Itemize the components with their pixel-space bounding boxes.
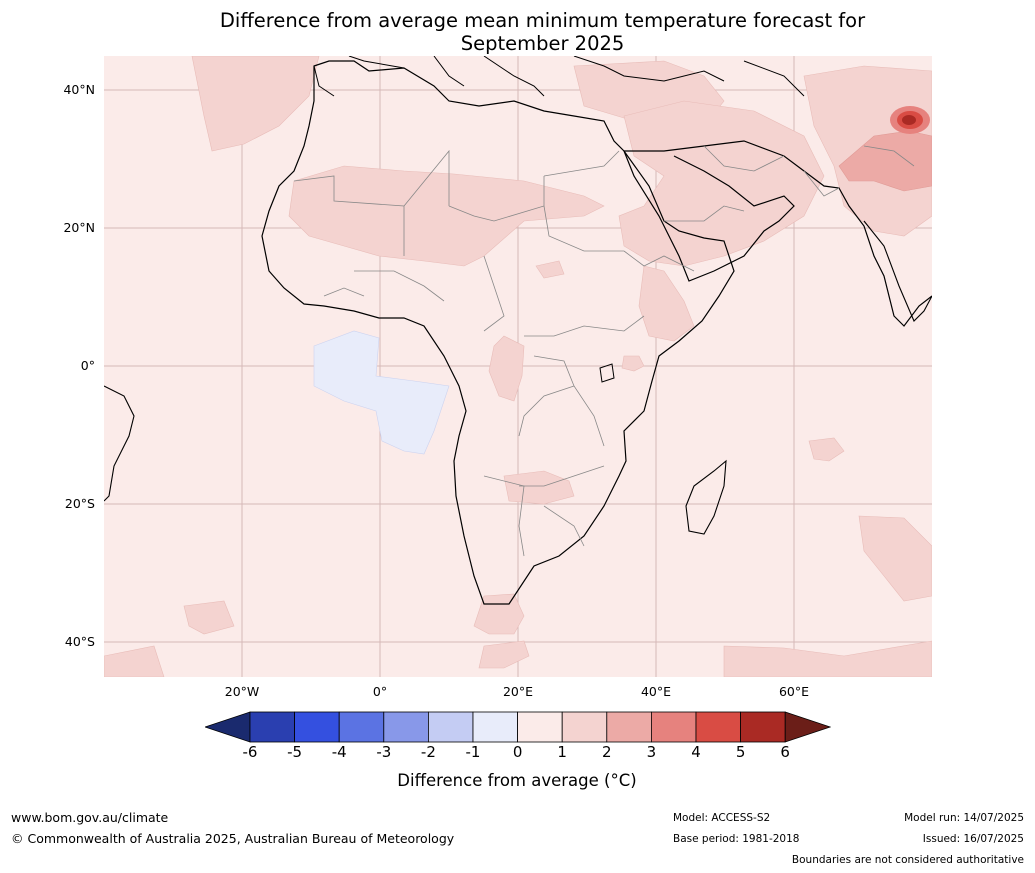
country-borders: [293, 145, 915, 557]
anomaly-negative-area: [313, 330, 450, 455]
map-canvas: [104, 56, 932, 677]
footer-copyright: © Commonwealth of Australia 2025, Austra…: [11, 831, 455, 846]
colorbar-segment: [740, 711, 786, 743]
colorbar-tick-label: 4: [691, 743, 701, 761]
footer-disclaimer: Boundaries are not considered authoritat…: [791, 854, 1024, 866]
colorbar-tick-label: -3: [376, 743, 392, 761]
africa-coastline: [261, 60, 735, 605]
colorbar-segment: [294, 711, 340, 743]
colorbar-segment: [427, 711, 474, 743]
lat-label-40n: 40°N: [63, 82, 95, 97]
forecast-map: [104, 56, 932, 677]
lon-label-60e: 60°E: [778, 684, 810, 699]
madagascar-coastline: [685, 459, 727, 535]
title-line-1: Difference from average mean minimum tem…: [219, 9, 866, 32]
lon-label-0: 0°: [372, 684, 388, 699]
lake-victoria: [599, 363, 615, 383]
colorbar-extend-low: [205, 711, 251, 743]
colorbar-segment: [338, 711, 385, 743]
colorbar-tick-label: 2: [602, 743, 612, 761]
colorbar-tick-label: 0: [512, 743, 523, 761]
footer-issued: Issued: 16/07/2025: [922, 833, 1024, 845]
title-line-2: September 2025: [460, 32, 625, 55]
colorbar-tick-label: -5: [287, 743, 303, 761]
colorbar-tick-label: -1: [465, 743, 481, 761]
colorbar-tick-label: 1: [557, 743, 567, 761]
india-coastline: [863, 220, 932, 322]
south-america-coastline: [104, 385, 135, 502]
lat-label-20s: 20°S: [64, 496, 95, 511]
colorbar-extend-high: [784, 711, 831, 743]
europe-coastline: [313, 56, 805, 97]
map-title: Difference from average mean minimum tem…: [100, 9, 985, 55]
middle-east-coastline: [623, 140, 932, 327]
colorbar-label: Difference from average (°C): [397, 771, 637, 790]
lon-label-40e: 40°E: [640, 684, 672, 699]
colorbar-segment: [249, 711, 295, 743]
lon-label-20e: 20°E: [502, 684, 534, 699]
colorbar-segment: [561, 711, 608, 743]
anomaly-high-areas: [838, 106, 932, 192]
footer-website: www.bom.gov.au/climate: [11, 810, 169, 825]
colorbar-tick-label: -4: [331, 743, 347, 761]
colorbar-segment: [695, 711, 741, 743]
colorbar-segment: [650, 711, 697, 743]
colorbar-tick-label: -6: [242, 743, 258, 761]
colorbar-tick-label: 5: [735, 743, 746, 761]
anomaly-1-2-areas: [104, 56, 932, 677]
footer-base-period: Base period: 1981-2018: [673, 833, 800, 845]
colorbar-segment: [606, 711, 652, 743]
colorbar-tick-label: -2: [420, 743, 436, 761]
lat-label-40s: 40°S: [64, 634, 95, 649]
footer-model-run: Model run: 14/07/2025: [904, 812, 1024, 824]
colorbar-segment: [472, 711, 518, 743]
colorbar-tick-label: 6: [780, 743, 790, 761]
colorbar-segment: [383, 711, 429, 743]
lat-label-20n: 20°N: [63, 220, 95, 235]
lon-label-20w: 20°W: [224, 684, 260, 699]
footer-model: Model: ACCESS-S2: [673, 812, 771, 824]
colorbar-tick-label: 3: [646, 743, 657, 761]
colorbar: [205, 711, 831, 743]
colorbar-segments: [205, 711, 831, 743]
colorbar-segment: [517, 711, 563, 743]
lat-label-0: 0°: [80, 358, 95, 373]
